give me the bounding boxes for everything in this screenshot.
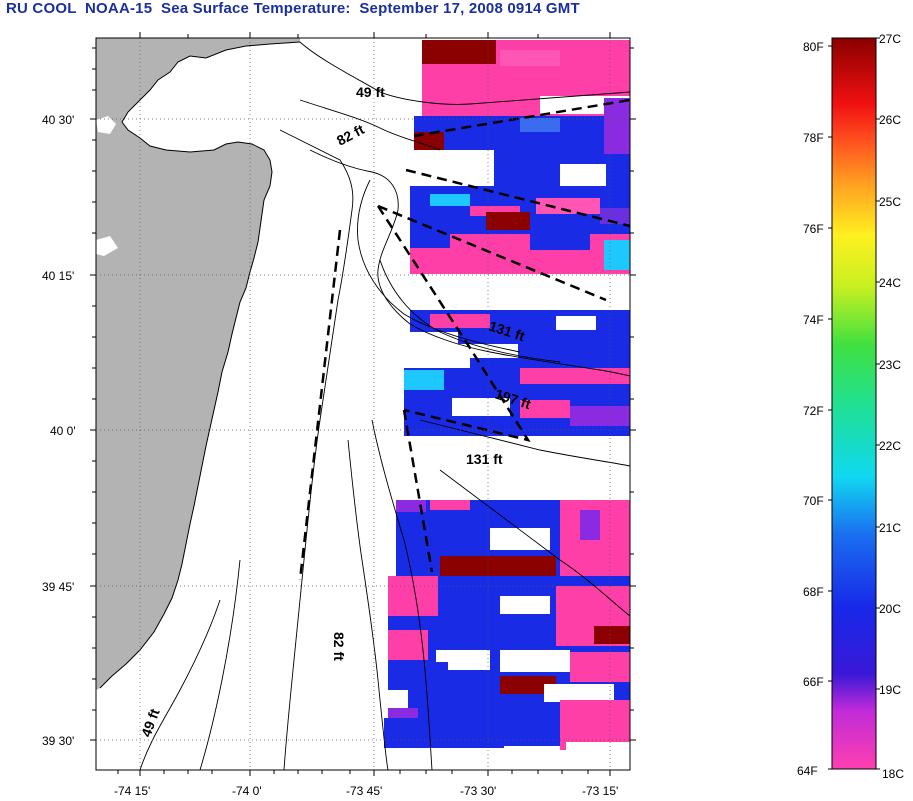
coastline xyxy=(99,41,301,689)
lat-label-5: 39 30' xyxy=(42,734,74,748)
transect-lines xyxy=(298,98,630,581)
lon-label-3: -73 45' xyxy=(346,784,382,798)
cb-f-64: 64F xyxy=(797,764,818,778)
cb-f-76: 76F xyxy=(803,222,824,236)
cb-f-74: 74F xyxy=(803,313,824,327)
colorbar-ticks xyxy=(828,37,880,770)
contour-label-82ft-south: 82 ft xyxy=(331,632,347,661)
cb-f-68: 68F xyxy=(803,585,824,599)
cb-c-25: 25C xyxy=(879,195,901,209)
cb-c-23: 23C xyxy=(879,358,901,372)
cb-c-18: 18C xyxy=(882,767,904,781)
cb-c-20: 20C xyxy=(879,602,901,616)
cb-f-78: 78F xyxy=(803,131,824,145)
cb-f-80: 80F xyxy=(803,40,824,54)
colorbar-gradient xyxy=(831,37,877,770)
lon-label-4: -73 30' xyxy=(460,784,496,798)
lon-label-5: -73 15' xyxy=(582,784,618,798)
cb-c-19: 19C xyxy=(879,683,901,697)
cb-f-66: 66F xyxy=(803,675,824,689)
lon-label-1: -74 15' xyxy=(114,784,150,798)
cb-c-21: 21C xyxy=(879,521,901,535)
lat-label-3: 40 0' xyxy=(50,424,76,438)
map-title: RU COOL NOAA-15 Sea Surface Temperature:… xyxy=(6,0,580,17)
contour-label-131ft-south: 131 ft xyxy=(466,451,503,467)
map-border xyxy=(95,37,631,771)
cb-f-72: 72F xyxy=(803,404,824,418)
contour-label-49ft-north: 49 ft xyxy=(356,84,385,100)
lat-label-2: 40 15' xyxy=(42,269,74,283)
longitude-labels: -74 15' -74 0' -73 45' -73 30' -73 15' xyxy=(114,784,618,798)
lat-label-4: 39 45' xyxy=(42,580,74,594)
cb-f-70: 70F xyxy=(803,494,824,508)
sst-raster xyxy=(384,40,630,752)
latitude-labels: 40 30' 40 15' 40 0' 39 45' 39 30' xyxy=(42,113,76,748)
land-mass xyxy=(96,38,300,690)
cb-c-24: 24C xyxy=(879,276,901,290)
cb-c-26: 26C xyxy=(879,113,901,127)
cb-c-27: 27C xyxy=(879,32,901,46)
tick-marks xyxy=(90,32,636,776)
grid-lines xyxy=(96,38,630,770)
colorbar: 80F 78F 76F 74F 72F 70F 68F 66F 64F 27C … xyxy=(797,32,904,781)
lat-label-1: 40 30' xyxy=(42,113,74,127)
cb-c-22: 22C xyxy=(879,439,901,453)
lon-label-2: -74 0' xyxy=(232,784,262,798)
bathymetry-contours xyxy=(139,41,630,770)
